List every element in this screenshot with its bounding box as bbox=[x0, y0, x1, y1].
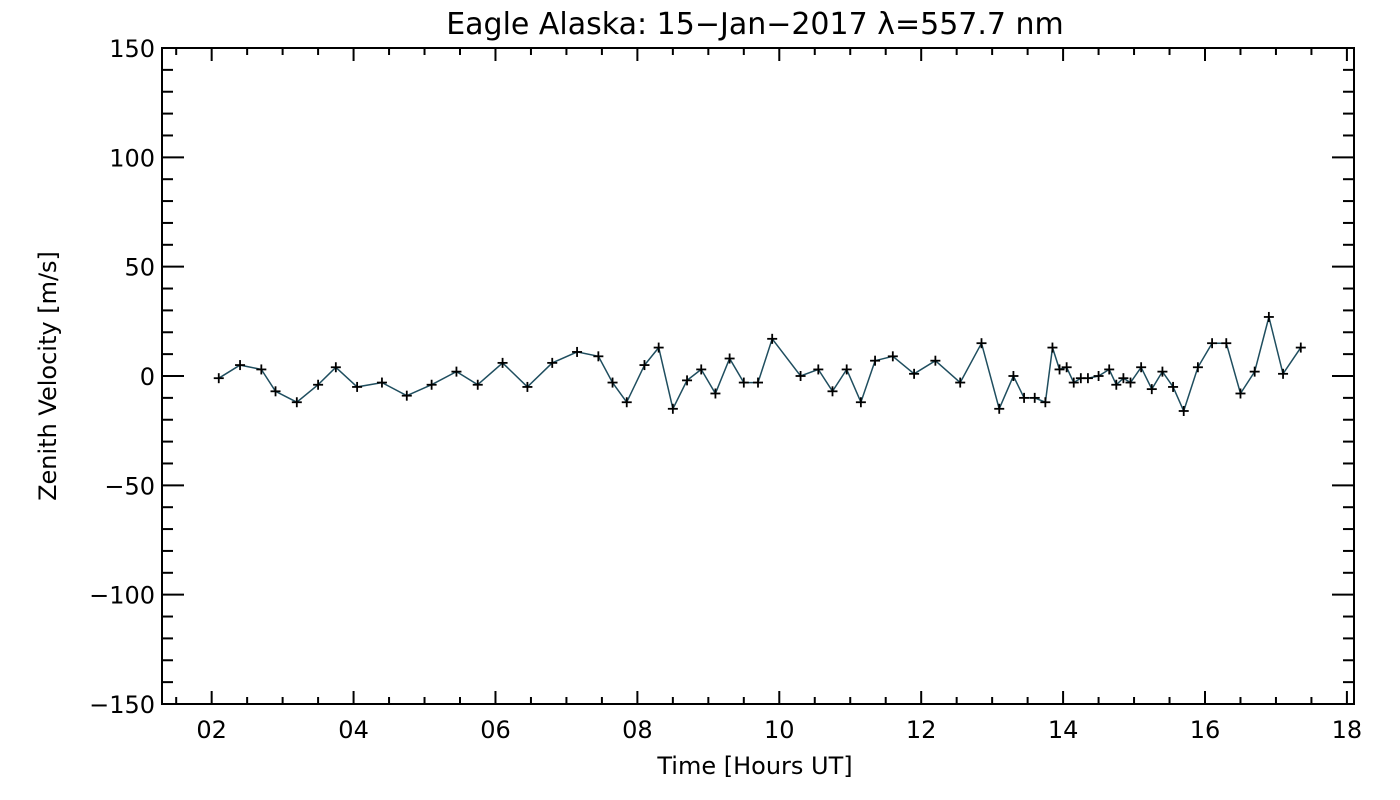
axis-tick-labels: 02 04 06 08 10 12 14 16 18 −150 −100 −50 0 50 100 150 bbox=[89, 35, 1362, 744]
data-point-marker bbox=[235, 360, 246, 371]
x-tick-label: 06 bbox=[480, 716, 511, 744]
series-line bbox=[218, 316, 1302, 414]
data-point-marker bbox=[1125, 377, 1136, 388]
data-point-marker bbox=[724, 353, 735, 364]
x-tick-label: 08 bbox=[622, 716, 653, 744]
data-point-marker bbox=[887, 351, 898, 362]
data-point-marker bbox=[1104, 364, 1115, 375]
data-point-marker bbox=[994, 403, 1005, 414]
data-point-marker bbox=[855, 397, 866, 408]
x-axis-title: Time [Hours UT] bbox=[656, 752, 852, 780]
data-point-marker bbox=[1047, 342, 1058, 353]
data-point-marker bbox=[1111, 379, 1122, 390]
data-point-marker bbox=[738, 377, 749, 388]
data-point-marker bbox=[1235, 388, 1246, 399]
data-point-marker bbox=[352, 381, 363, 392]
data-point-marker bbox=[270, 386, 281, 397]
data-point-marker bbox=[621, 397, 632, 408]
data-point-marker bbox=[795, 371, 806, 381]
series-layer bbox=[213, 311, 1306, 416]
data-point-marker bbox=[1263, 311, 1274, 322]
data-point-marker bbox=[426, 379, 437, 390]
data-point-marker bbox=[841, 364, 852, 375]
x-tick-label: 02 bbox=[196, 716, 227, 744]
x-tick-label: 14 bbox=[1048, 716, 1079, 744]
data-point-marker bbox=[607, 377, 618, 388]
axis-ticks bbox=[162, 47, 1354, 705]
data-point-marker bbox=[753, 377, 763, 388]
data-point-marker bbox=[909, 368, 920, 379]
data-point-marker bbox=[1168, 381, 1179, 392]
data-point-marker bbox=[955, 377, 966, 388]
data-point-marker bbox=[710, 388, 721, 399]
x-tick-label: 12 bbox=[906, 716, 937, 744]
data-point-marker bbox=[401, 390, 412, 401]
data-point-marker bbox=[682, 375, 693, 386]
y-tick-label: 50 bbox=[124, 254, 155, 282]
data-point-marker bbox=[1019, 392, 1030, 403]
data-point-marker bbox=[930, 355, 941, 366]
y-tick-label: −50 bbox=[104, 472, 155, 500]
data-point-marker bbox=[667, 403, 678, 414]
x-tick-label: 16 bbox=[1190, 716, 1221, 744]
data-point-marker bbox=[976, 338, 987, 349]
data-point-marker bbox=[572, 346, 583, 357]
data-point-marker bbox=[213, 373, 224, 384]
y-tick-label: 150 bbox=[109, 35, 155, 63]
plot-frame bbox=[161, 47, 1355, 705]
x-tick-label: 04 bbox=[338, 716, 369, 744]
data-point-marker bbox=[1029, 392, 1040, 403]
data-point-marker bbox=[1061, 362, 1072, 373]
data-point-marker bbox=[1082, 373, 1093, 384]
data-point-marker bbox=[653, 342, 664, 353]
data-point-marker bbox=[767, 333, 778, 344]
data-point-marker bbox=[1295, 342, 1306, 353]
data-point-marker bbox=[639, 360, 650, 371]
data-point-marker bbox=[1221, 338, 1232, 349]
data-point-marker bbox=[1207, 338, 1218, 349]
data-point-marker bbox=[313, 379, 324, 390]
data-point-marker bbox=[870, 355, 881, 366]
data-point-marker bbox=[1278, 368, 1289, 379]
data-point-marker bbox=[813, 364, 824, 375]
data-point-marker bbox=[1068, 377, 1079, 388]
data-point-marker bbox=[497, 357, 508, 368]
data-point-marker bbox=[1093, 371, 1104, 381]
data-point-marker bbox=[1157, 366, 1168, 377]
data-point-marker bbox=[547, 357, 558, 368]
data-point-marker bbox=[1249, 366, 1260, 377]
y-tick-label: −150 bbox=[89, 691, 155, 719]
data-point-marker bbox=[256, 364, 267, 375]
data-point-marker bbox=[1040, 397, 1051, 408]
data-point-marker bbox=[593, 351, 604, 362]
data-point-marker bbox=[376, 377, 387, 388]
data-point-marker bbox=[1178, 405, 1189, 416]
data-point-marker bbox=[1136, 362, 1147, 373]
data-point-marker bbox=[1192, 362, 1203, 373]
data-point-marker bbox=[1118, 373, 1129, 384]
data-point-marker bbox=[1146, 384, 1157, 395]
data-point-marker bbox=[472, 379, 483, 390]
y-axis-title: Zenith Velocity [m/s] bbox=[34, 251, 62, 501]
y-tick-label: 100 bbox=[109, 144, 155, 172]
x-tick-label: 10 bbox=[764, 716, 795, 744]
data-point-marker bbox=[827, 386, 838, 397]
data-point-marker bbox=[696, 364, 707, 375]
chart-title: Eagle Alaska: 15−Jan−2017 λ=557.7 nm bbox=[446, 7, 1064, 42]
data-point-marker bbox=[291, 397, 302, 408]
data-point-marker bbox=[522, 381, 533, 392]
data-point-marker bbox=[1054, 364, 1065, 375]
x-tick-label: 18 bbox=[1332, 716, 1363, 744]
data-point-marker bbox=[1008, 371, 1019, 381]
data-point-marker bbox=[330, 362, 341, 373]
data-point-marker bbox=[451, 366, 462, 377]
y-tick-label: −100 bbox=[89, 582, 155, 610]
y-tick-label: 0 bbox=[140, 363, 155, 391]
